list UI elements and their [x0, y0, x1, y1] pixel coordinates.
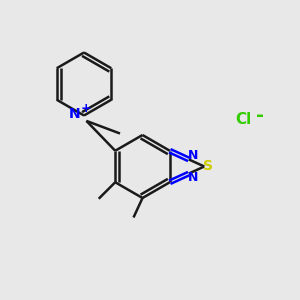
- Text: N: N: [188, 171, 198, 184]
- Text: Cl: Cl: [235, 112, 251, 128]
- Text: N: N: [69, 107, 80, 121]
- Text: S: S: [203, 160, 213, 173]
- Text: +: +: [80, 102, 91, 116]
- Text: -: -: [256, 106, 264, 125]
- Text: N: N: [188, 149, 198, 162]
